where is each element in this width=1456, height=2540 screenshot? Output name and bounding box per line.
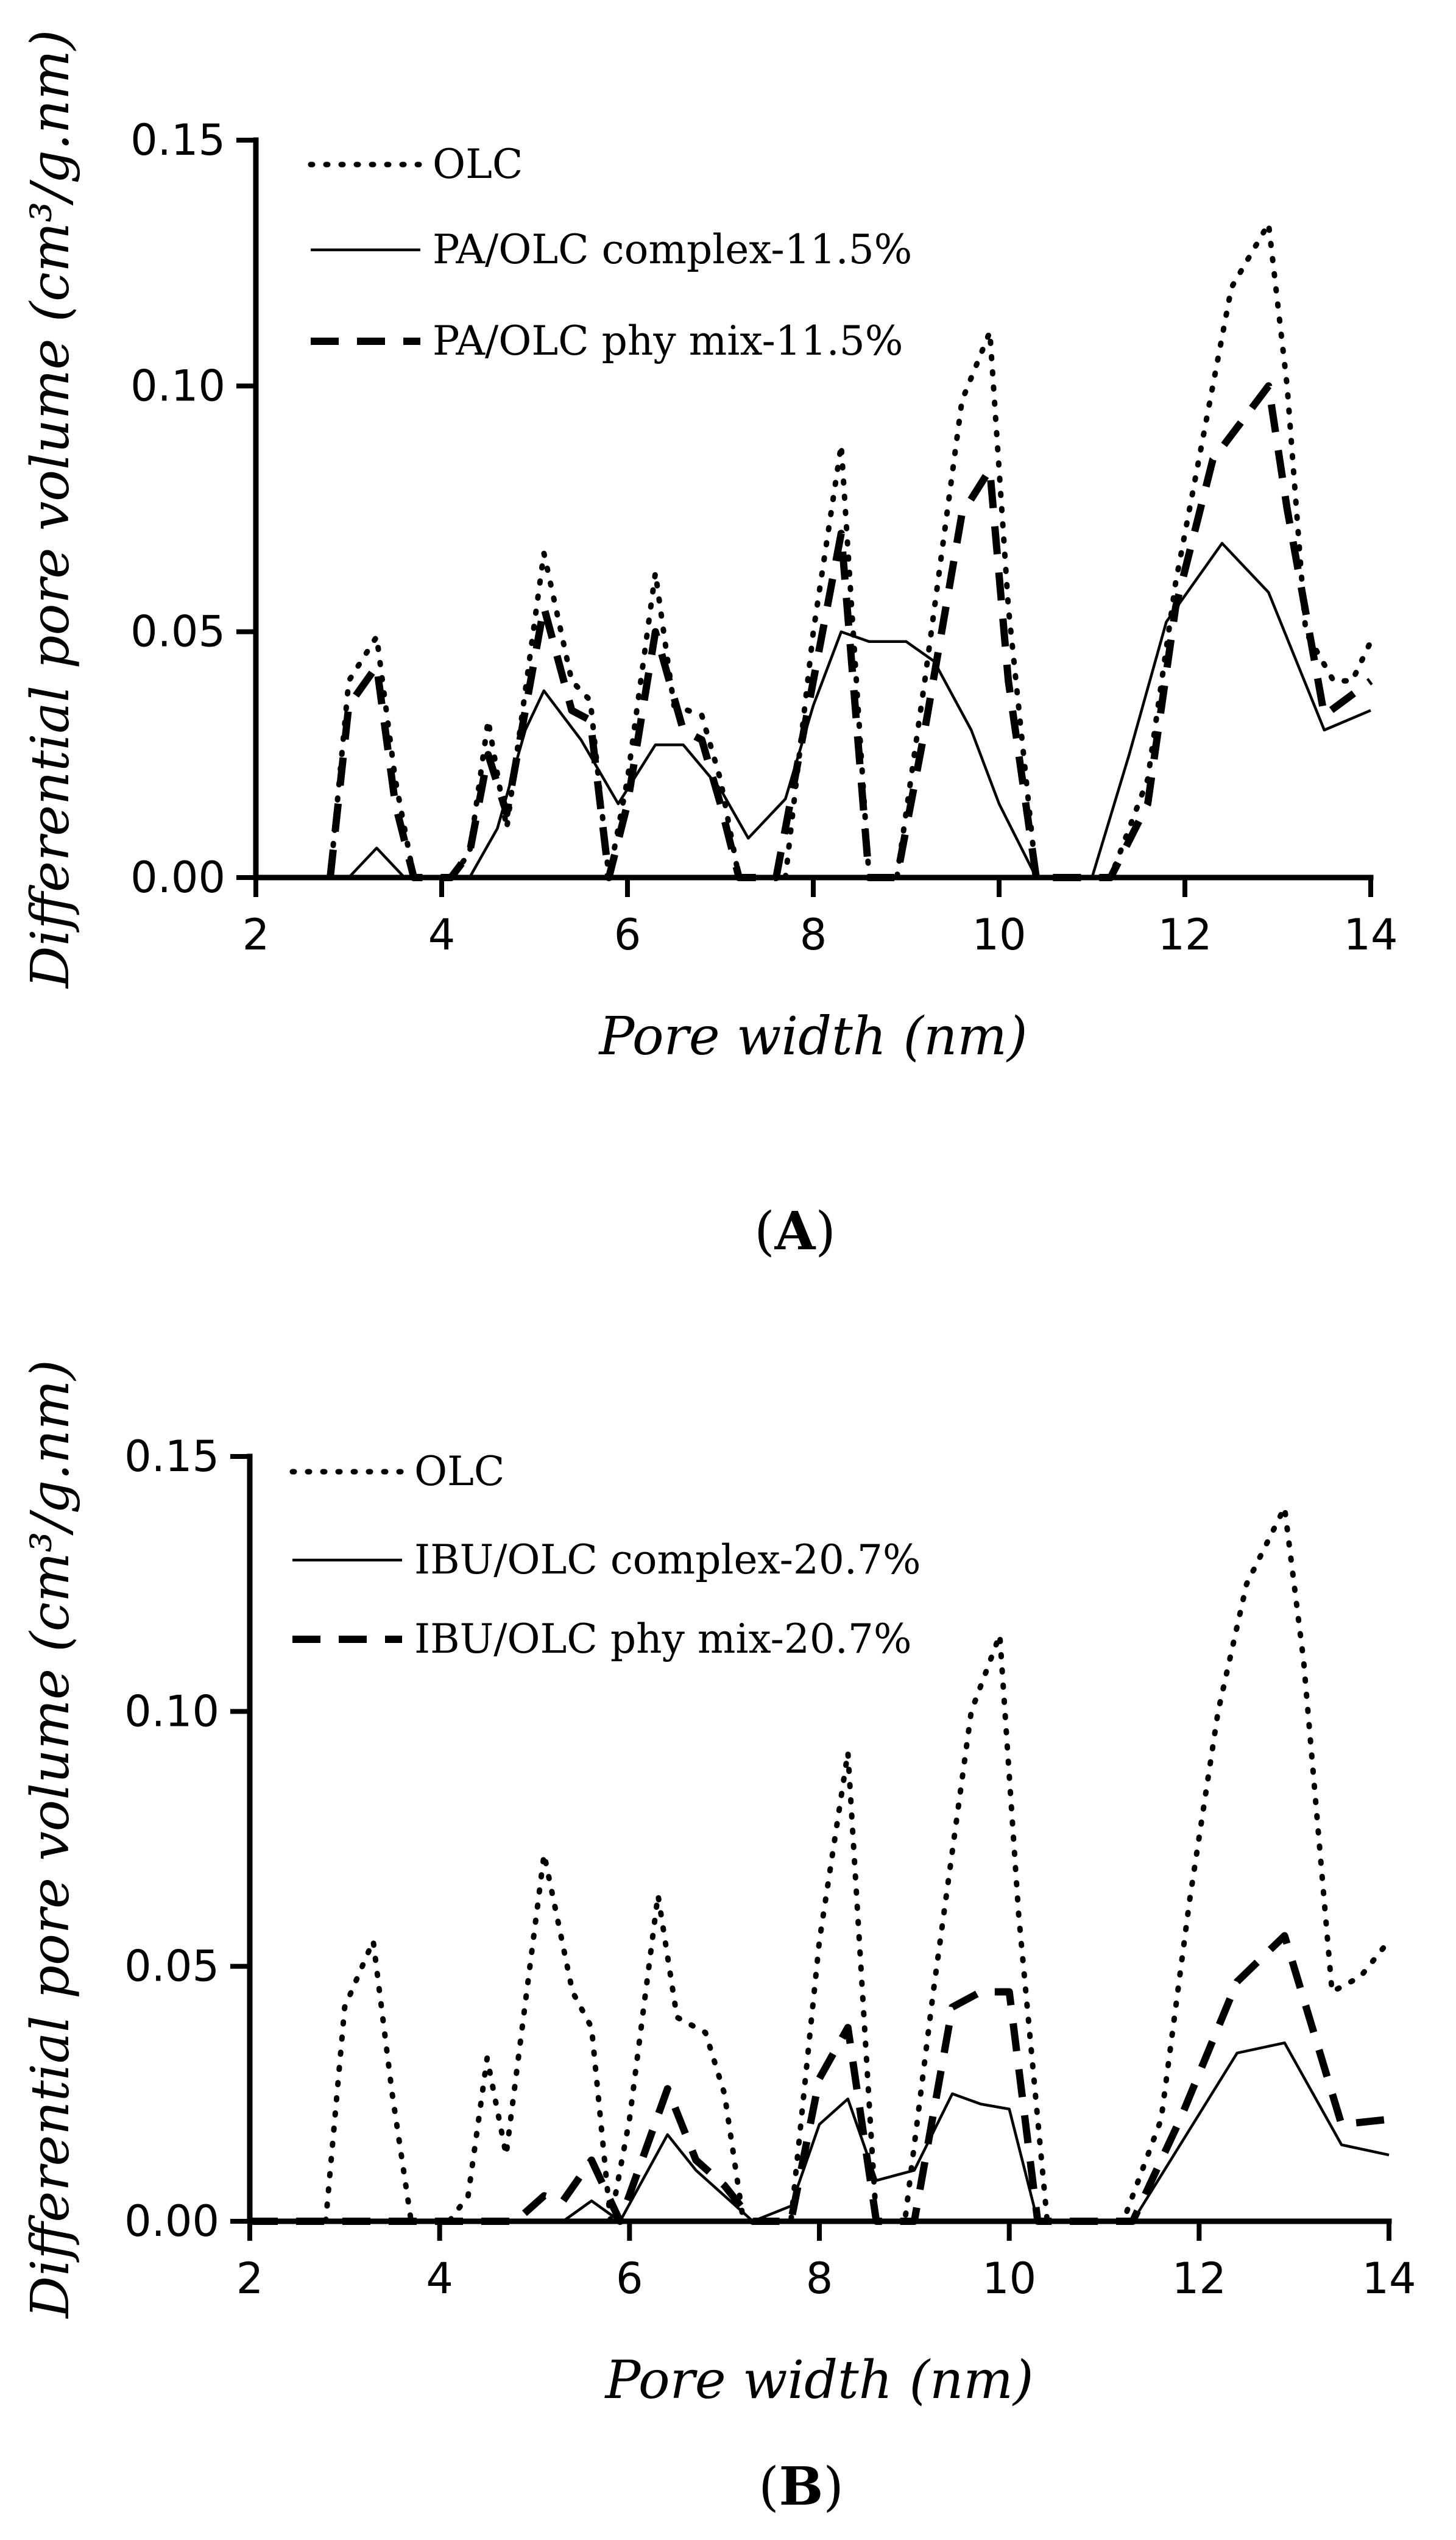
x-tick-label: 10: [982, 2254, 1036, 2304]
legend-label: IBU/OLC phy mix-20.7%: [414, 1616, 912, 1662]
legend: OLC IBU/OLC complex-20.7% IBU/OLC phy mix-…: [289, 1448, 921, 1662]
x-tick-label: 14: [1362, 2254, 1416, 2304]
chart-panel-a: 2 4 6 8 10 12 14 0.00 0.05 0.10 0.15 Pore width (nm…: [20, 30, 1398, 1262]
legend-label: PA/OLC phy mix-11.5%: [433, 318, 903, 364]
x-tick-label: 6: [614, 910, 641, 960]
x-tick-label: 14: [1343, 910, 1398, 960]
legend-label: OLC: [433, 141, 523, 188]
y-axis-label: Differential pore volume (cm³/g.nm): [20, 1360, 81, 2319]
y-tick-label: 0.05: [124, 1942, 219, 1992]
x-axis-label: Pore width (nm): [604, 2350, 1034, 2411]
panel-letter: B: [779, 2456, 824, 2517]
panel-label: (B): [758, 2456, 844, 2517]
series-line-dashed: [327, 382, 1373, 881]
chart-panel-b: 2 4 6 8 10 12 14 0.00 0.05 0.10 0.15 Pore width (nm…: [20, 1360, 1416, 2517]
x-tick-label: 2: [242, 910, 270, 960]
y-tick-label: 0.00: [130, 853, 225, 903]
y-tick-label: 0.15: [124, 1431, 219, 1481]
y-axis-label: Differential pore volume (cm³/g.nm): [20, 30, 81, 990]
series-line-solid: [250, 2041, 1390, 2223]
panel-label: (A): [754, 1201, 836, 1262]
x-tick-label: 4: [426, 2254, 453, 2304]
y-tick-label: 0.10: [130, 361, 225, 411]
x-tick-label: 10: [972, 910, 1026, 960]
x-tick-label: 12: [1157, 910, 1212, 960]
x-tick-label: 6: [616, 2254, 643, 2304]
y-tick-label: 0.10: [124, 1686, 219, 1736]
x-tick-label: 12: [1172, 2254, 1226, 2304]
x-tick-label: 2: [236, 2254, 264, 2304]
series-line-dashed: [250, 1932, 1390, 2225]
series-line-dotted: [247, 1505, 1392, 2224]
x-axis-label: Pore width (nm): [598, 1006, 1028, 1067]
legend-label: IBU/OLC complex-20.7%: [414, 1536, 921, 1583]
x-tick-label: 8: [800, 910, 827, 960]
legend-label: OLC: [414, 1448, 504, 1495]
legend-label: PA/OLC complex-11.5%: [433, 226, 912, 273]
y-tick-label: 0.15: [130, 115, 225, 165]
panel-letter: A: [774, 1201, 816, 1262]
y-tick-label: 0.00: [124, 2196, 219, 2246]
y-tick-label: 0.05: [130, 607, 225, 657]
legend: OLC PA/OLC complex-11.5% PA/OLC phy mix-11…: [308, 141, 912, 364]
series-line-solid: [256, 542, 1371, 879]
x-tick-label: 4: [428, 910, 456, 960]
x-tick-label: 8: [806, 2254, 833, 2304]
